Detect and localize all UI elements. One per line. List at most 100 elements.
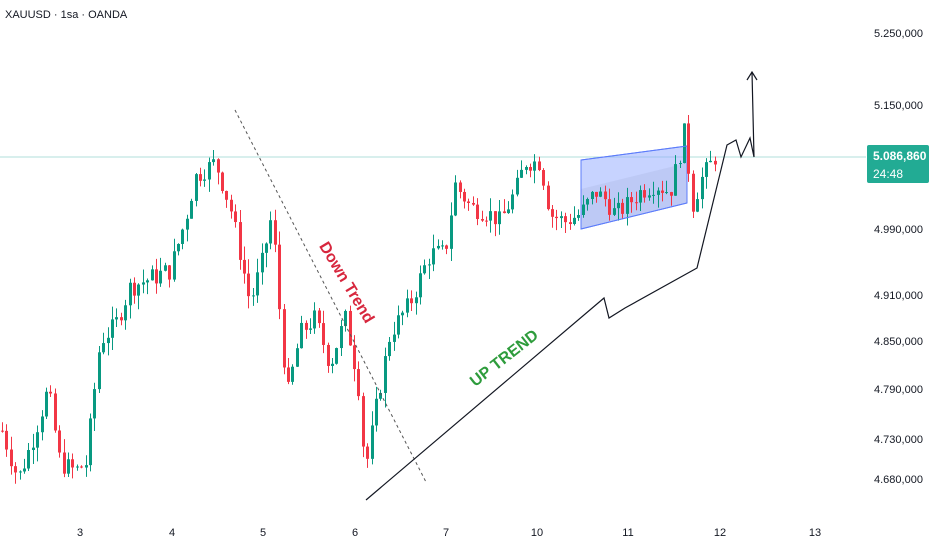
candle-body xyxy=(714,160,717,165)
candle-body xyxy=(230,199,233,212)
candle-body xyxy=(701,176,704,200)
candle-body xyxy=(45,391,48,417)
candle-body xyxy=(14,466,17,473)
candle-body xyxy=(71,459,74,468)
time-tick-label: 12 xyxy=(714,527,726,539)
candle-body xyxy=(472,202,475,205)
candle-body xyxy=(1,430,4,432)
price-tick-label: 4.730,000 xyxy=(874,434,923,446)
time-tick-label: 11 xyxy=(622,527,633,539)
candle-body xyxy=(120,317,123,321)
candle-body xyxy=(670,192,673,196)
current-price-value: 5.086,860 xyxy=(873,149,927,163)
candle-body xyxy=(111,319,114,338)
time-axis: 3 4 5 6 7 10 11 12 13 xyxy=(77,527,821,539)
candle-body xyxy=(159,270,162,284)
candle-body xyxy=(54,393,57,431)
candle-body xyxy=(208,162,211,180)
candle-body xyxy=(164,265,167,271)
candle-body xyxy=(437,245,440,249)
candle-body xyxy=(652,194,655,196)
candle-body xyxy=(331,363,334,366)
candle-body xyxy=(709,160,712,163)
price-tick-label: 4.990,000 xyxy=(874,224,923,236)
candle-body xyxy=(393,334,396,342)
candle-body xyxy=(300,322,303,349)
candle-body xyxy=(516,177,519,195)
candle-body xyxy=(560,216,563,219)
candle-body xyxy=(58,430,61,453)
candle-body xyxy=(36,432,39,448)
candle-body xyxy=(613,208,616,215)
candle-body xyxy=(133,282,136,296)
candle-body xyxy=(203,179,206,181)
candle-body xyxy=(696,199,699,212)
price-tick-label: 5.150,000 xyxy=(874,100,923,112)
candle-body xyxy=(476,204,479,220)
candle-body xyxy=(225,190,228,200)
candle-body xyxy=(76,466,79,468)
candle-body xyxy=(23,468,26,472)
candle-body xyxy=(661,190,664,193)
candle-body xyxy=(379,392,382,399)
candle-body xyxy=(366,446,369,459)
candle-body xyxy=(190,200,193,219)
candle-body xyxy=(648,195,651,198)
channel-upper-line xyxy=(580,145,688,161)
candle-body xyxy=(674,164,677,196)
candle-body xyxy=(410,298,413,304)
candle-body xyxy=(67,459,70,474)
bar-countdown: 24:48 xyxy=(873,167,904,181)
candle-body xyxy=(177,243,180,252)
candle-body xyxy=(256,272,259,296)
candle-body xyxy=(239,222,242,260)
candles-group xyxy=(1,115,717,484)
candle-body xyxy=(243,259,246,274)
candle-body xyxy=(5,430,8,450)
time-tick-label: 7 xyxy=(443,527,449,539)
candle-body xyxy=(481,219,484,221)
candle-body xyxy=(252,295,255,297)
candle-body xyxy=(85,465,88,468)
candle-body xyxy=(450,215,453,249)
candle-body xyxy=(234,211,237,223)
current-price-badge: 5.086,860 24:48 xyxy=(867,145,929,183)
candle-body xyxy=(41,416,44,433)
candle-body xyxy=(265,243,268,253)
candle-body xyxy=(129,282,132,306)
candle-body xyxy=(454,182,457,216)
candle-body xyxy=(533,161,536,171)
candle-body xyxy=(635,202,638,204)
candle-body xyxy=(459,182,462,192)
candle-body xyxy=(93,389,96,419)
price-tick-label: 5.250,000 xyxy=(874,28,923,40)
candle-body xyxy=(155,269,158,284)
candle-body xyxy=(19,471,22,473)
candle-body xyxy=(388,341,391,357)
candle-body xyxy=(327,344,330,366)
candle-body xyxy=(274,220,277,245)
candle-body xyxy=(217,159,220,173)
candle-body xyxy=(313,310,316,329)
candle-body xyxy=(353,345,356,370)
candle-body xyxy=(80,466,83,468)
time-tick-label: 4 xyxy=(169,527,175,539)
candle-body xyxy=(432,248,435,265)
candle-body xyxy=(617,202,620,209)
channel-blue-fill xyxy=(580,145,688,230)
candle-body xyxy=(371,425,374,459)
candle-body xyxy=(415,297,418,304)
candle-body xyxy=(643,190,646,198)
candle-body xyxy=(195,174,198,201)
candle-body xyxy=(384,356,387,393)
time-tick-label: 5 xyxy=(260,527,266,539)
candle-body xyxy=(503,211,506,214)
candle-body xyxy=(683,123,686,164)
candle-body xyxy=(630,197,633,203)
candle-body xyxy=(291,366,294,382)
candle-body xyxy=(168,265,171,280)
candle-body xyxy=(525,167,528,170)
time-tick-label: 10 xyxy=(531,527,543,539)
candle-body xyxy=(115,317,118,320)
price-tick-label: 4.910,000 xyxy=(874,290,923,302)
